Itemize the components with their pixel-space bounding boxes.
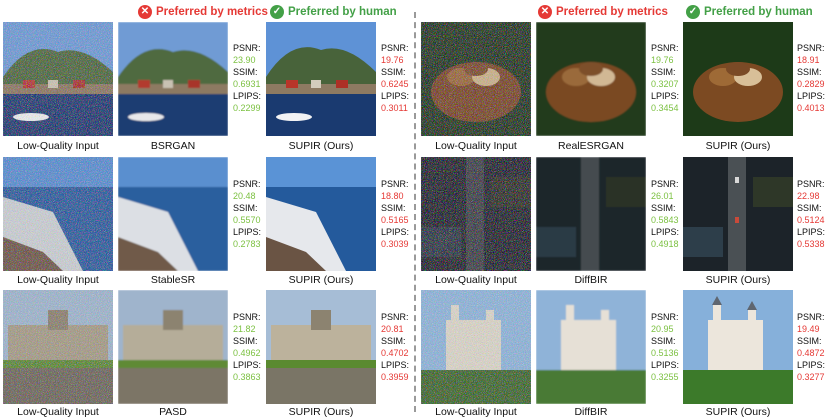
preferred-by-metrics-header: ✕ Preferred by metrics (138, 3, 268, 21)
santorini-input-image (3, 157, 113, 271)
ours-scores: PSNR: 19.76 SSIM: 0.6245 LPIPS: 0.3011 (381, 43, 410, 113)
check-icon: ✓ (686, 5, 700, 19)
chateau-input-image (3, 290, 113, 404)
preferred-by-human-header: ✓ Preferred by human (686, 3, 813, 21)
caption-ours: SUPIR (Ours) (705, 406, 771, 418)
castle-supir-image (683, 290, 793, 404)
caption-input: Low-Quality Input (435, 406, 517, 418)
chateau-supir-image (266, 290, 376, 404)
mushroom-supir-image (683, 22, 793, 136)
mushroom-realesrgan-image (536, 22, 646, 136)
aerial-diffbir-image (536, 157, 646, 271)
caption-ours: SUPIR (Ours) (288, 140, 354, 152)
caption-method: DiffBIR (574, 406, 608, 418)
preferred-by-human-header: ✓ Preferred by human (270, 3, 397, 21)
metric-scores: PSNR: 26.01 SSIM: 0.5843 LPIPS: 0.4918 (651, 179, 680, 249)
cross-icon: ✕ (138, 5, 152, 19)
chateau-pasd-image (118, 290, 228, 404)
caption-input: Low-Quality Input (435, 274, 517, 286)
caption-method: RealESRGAN (558, 140, 624, 152)
caption-input: Low-Quality Input (17, 140, 99, 152)
caption-method: BSRGAN (150, 140, 196, 152)
lake-supir-image (266, 22, 376, 136)
ours-scores: PSNR: 18.80 SSIM: 0.5165 LPIPS: 0.3039 (381, 179, 410, 249)
aerial-input-image (421, 157, 531, 271)
panel-divider (414, 12, 416, 412)
ours-scores: PSNR: 20.81 SSIM: 0.4702 LPIPS: 0.3959 (381, 312, 410, 382)
metric-scores: PSNR: 19.76 SSIM: 0.3207 LPIPS: 0.3454 (651, 43, 680, 113)
castle-input-image (421, 290, 531, 404)
lake-input-image (3, 22, 113, 136)
ours-scores: PSNR: 22.98 SSIM: 0.5124 LPIPS: 0.5338 (797, 179, 826, 249)
check-icon: ✓ (270, 5, 284, 19)
caption-method: PASD (159, 406, 187, 418)
santorini-stablesr-image (118, 157, 228, 271)
metric-scores: PSNR: 21.82 SSIM: 0.4962 LPIPS: 0.3863 (233, 312, 262, 382)
caption-method: DiffBIR (574, 274, 608, 286)
caption-ours: SUPIR (Ours) (288, 406, 354, 418)
metric-scores: PSNR: 23.90 SSIM: 0.6931 LPIPS: 0.2299 (233, 43, 262, 113)
cross-icon: ✕ (538, 5, 552, 19)
caption-input: Low-Quality Input (17, 406, 99, 418)
caption-input: Low-Quality Input (435, 140, 517, 152)
castle-diffbir-image (536, 290, 646, 404)
lake-bsrgan-image (118, 22, 228, 136)
caption-ours: SUPIR (Ours) (705, 274, 771, 286)
metric-scores: PSNR: 20.48 SSIM: 0.5570 LPIPS: 0.2783 (233, 179, 262, 249)
ours-scores: PSNR: 18.91 SSIM: 0.2829 LPIPS: 0.4013 (797, 43, 826, 113)
ours-scores: PSNR: 19.49 SSIM: 0.4872 LPIPS: 0.3277 (797, 312, 826, 382)
metric-scores: PSNR: 20.95 SSIM: 0.5136 LPIPS: 0.3255 (651, 312, 680, 382)
aerial-supir-image (683, 157, 793, 271)
mushroom-input-image (421, 22, 531, 136)
santorini-supir-image (266, 157, 376, 271)
preferred-by-metrics-header: ✕ Preferred by metrics (538, 3, 668, 21)
caption-ours: SUPIR (Ours) (288, 274, 354, 286)
caption-ours: SUPIR (Ours) (705, 140, 771, 152)
caption-method: StableSR (150, 274, 196, 286)
caption-input: Low-Quality Input (17, 274, 99, 286)
